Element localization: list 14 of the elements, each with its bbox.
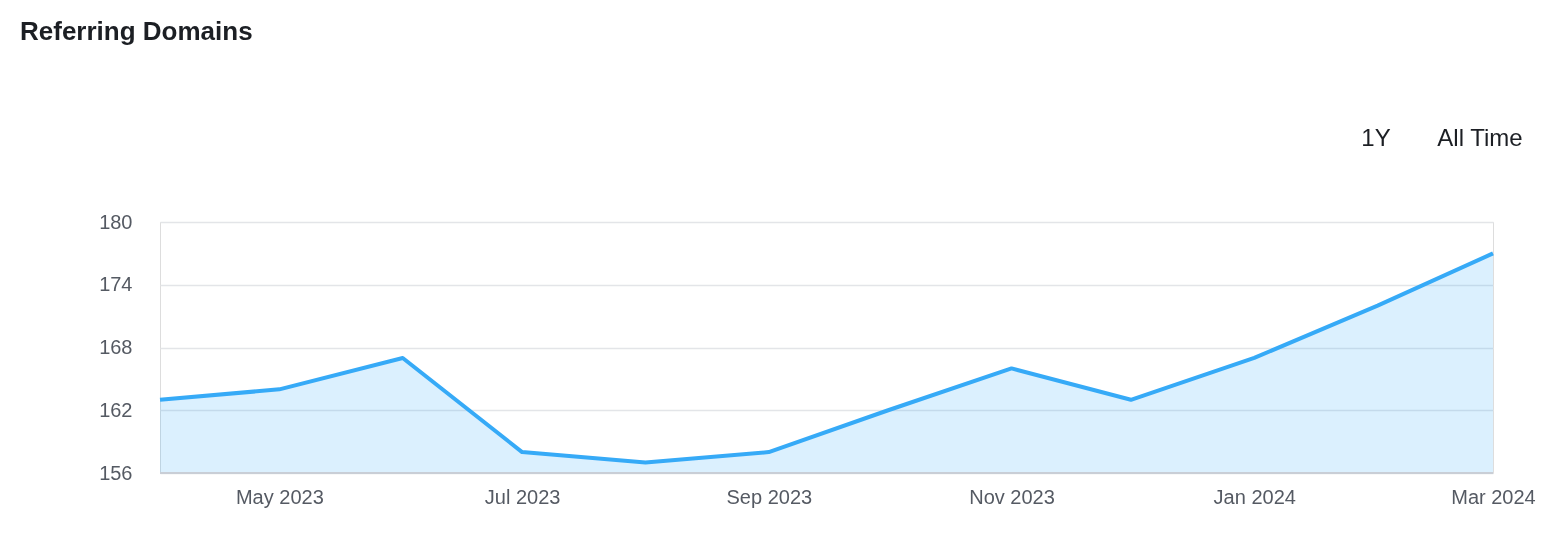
chart-title: Referring Domains xyxy=(20,16,253,46)
x-tick-label: Jan 2024 xyxy=(1213,485,1296,508)
x-tick-label: Mar 2024 xyxy=(1451,485,1536,508)
y-tick-label: 168 xyxy=(99,336,133,358)
y-tick-label: 174 xyxy=(99,273,133,296)
y-tick-label: 162 xyxy=(99,398,133,421)
x-tick-label: May 2023 xyxy=(235,485,324,508)
x-tick-label: Jul 2023 xyxy=(484,485,561,508)
text: All Time xyxy=(1437,124,1523,151)
x-tick-label: Sep 2023 xyxy=(726,485,813,508)
y-tick-label: 180 xyxy=(99,210,133,233)
text: 1Y xyxy=(1361,124,1391,151)
y-tick-label: 156 xyxy=(99,461,133,484)
x-tick-label: Nov 2023 xyxy=(969,485,1055,508)
